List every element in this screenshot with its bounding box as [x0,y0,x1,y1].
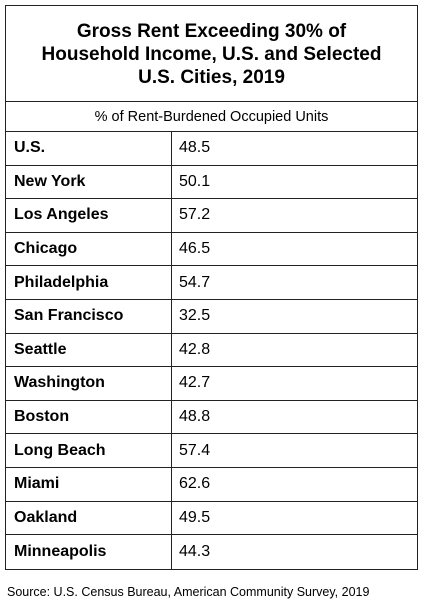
value-cell: 62.6 [179,475,211,493]
value-cell: 44.3 [179,542,211,560]
table-row: Long Beach 57.4 [6,434,417,468]
table-row: Philadelphia 54.7 [6,266,417,300]
city-cell: Oakland [6,501,172,535]
table-row: Chicago 46.5 [6,232,417,267]
city-cell: U.S. [6,132,172,165]
table-row: Miami 62.6 [6,467,417,502]
table-row: Oakland 49.5 [6,501,417,536]
value-cell: 57.2 [179,206,211,224]
value-cell: 48.5 [179,139,211,157]
city-cell: Long Beach [6,434,172,467]
value-cell: 54.7 [179,273,211,291]
column-header: % of Rent-Burdened Occupied Units [6,102,417,132]
city-cell: Washington [6,367,172,400]
table-row: Seattle 42.8 [6,333,417,368]
table-row: New York 50.1 [6,165,417,200]
source-note: Source: U.S. Census Bureau, American Com… [7,585,370,599]
table-row: San Francisco 32.5 [6,299,417,334]
city-cell: Miami [6,467,172,501]
city-cell: Los Angeles [6,199,172,232]
table-row: U.S. 48.5 [6,132,417,166]
city-cell: Chicago [6,232,172,266]
value-cell: 49.5 [179,508,211,526]
city-cell: New York [6,165,172,199]
city-cell: Philadelphia [6,266,172,299]
table-body: U.S. 48.5 New York 50.1 Los Angeles 57.2 Chica… [6,132,417,569]
value-cell: 32.5 [179,307,211,325]
city-cell: San Francisco [6,299,172,333]
city-cell: Seattle [6,333,172,367]
table-title: Gross Rent Exceeding 30% of Household In… [6,6,417,102]
value-cell: 42.7 [179,374,211,392]
table-row: Boston 48.8 [6,400,417,435]
value-cell: 57.4 [179,441,211,459]
value-cell: 50.1 [179,172,211,190]
city-cell: Minneapolis [6,535,172,569]
table-row: Los Angeles 57.2 [6,199,417,233]
table-row: Minneapolis 44.3 [6,535,417,569]
value-cell: 46.5 [179,240,211,258]
value-cell: 42.8 [179,340,211,358]
table-row: Washington 42.7 [6,367,417,401]
city-cell: Boston [6,400,172,434]
value-cell: 48.8 [179,408,211,426]
rent-burden-table: Gross Rent Exceeding 30% of Household In… [5,5,418,570]
